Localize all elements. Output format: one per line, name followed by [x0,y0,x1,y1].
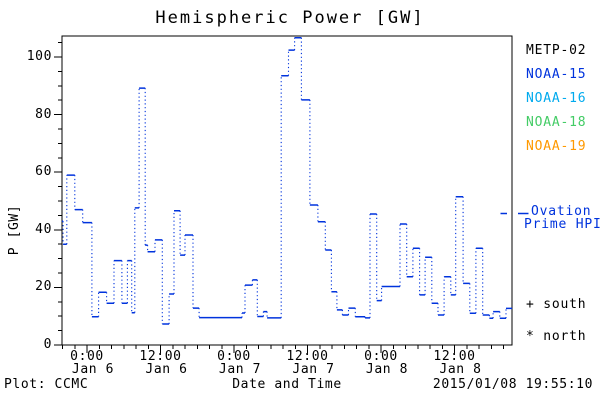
y-tick-label: 40 [35,221,52,237]
plot-timestamp: 2015/01/08 19:55:10 [432,377,593,392]
y-tick-label: 80 [35,106,52,122]
x-tick-date-label: Jan 6 [145,362,188,377]
ovation-legend-line1: Ovation [531,204,592,219]
x-tick-date-label: Jan 8 [439,362,482,377]
x-tick-date-label: Jan 6 [71,362,115,377]
plot-source-label: Plot: CCMC [4,377,89,392]
legend-satellite-noaa-15: NOAA-15 [526,67,587,82]
x-tick-time-label: 12:00 [139,349,182,364]
chart-title: Hemispheric Power [GW] [155,8,425,28]
hpi-step-connectors [62,37,507,324]
x-axis-title: Date and Time [232,377,342,392]
hpi-step-line [61,36,513,325]
y-tick-label: 100 [26,49,52,64]
x-tick-date-label: Jan 8 [365,362,409,377]
y-tick-label: 0 [43,337,52,352]
plot-frame [61,35,513,346]
x-tick-time-label: 0:00 [70,349,104,364]
x-tick-date-label: Jan 7 [218,362,262,377]
x-tick-time-label: 12:00 [433,349,476,364]
legend-satellite-metp-02: METP-02 [526,43,587,58]
x-tick-date-label: Jan 7 [292,362,335,377]
legend-satellite-noaa-19: NOAA-19 [526,139,587,154]
ovation-legend-line2: Prime HPI [524,217,600,232]
x-tick-time-label: 0:00 [364,349,398,364]
legend-hemisphere-north: * north [526,329,587,344]
y-tick-label: 20 [35,279,52,295]
y-tick-label: 60 [35,164,52,180]
legend-satellite-noaa-18: NOAA-18 [526,115,587,130]
legend-hemisphere-south: + south [526,297,587,312]
legend-satellite-noaa-16: NOAA-16 [526,91,587,106]
x-tick-time-label: 0:00 [217,349,251,364]
x-tick-time-label: 12:00 [286,349,329,364]
